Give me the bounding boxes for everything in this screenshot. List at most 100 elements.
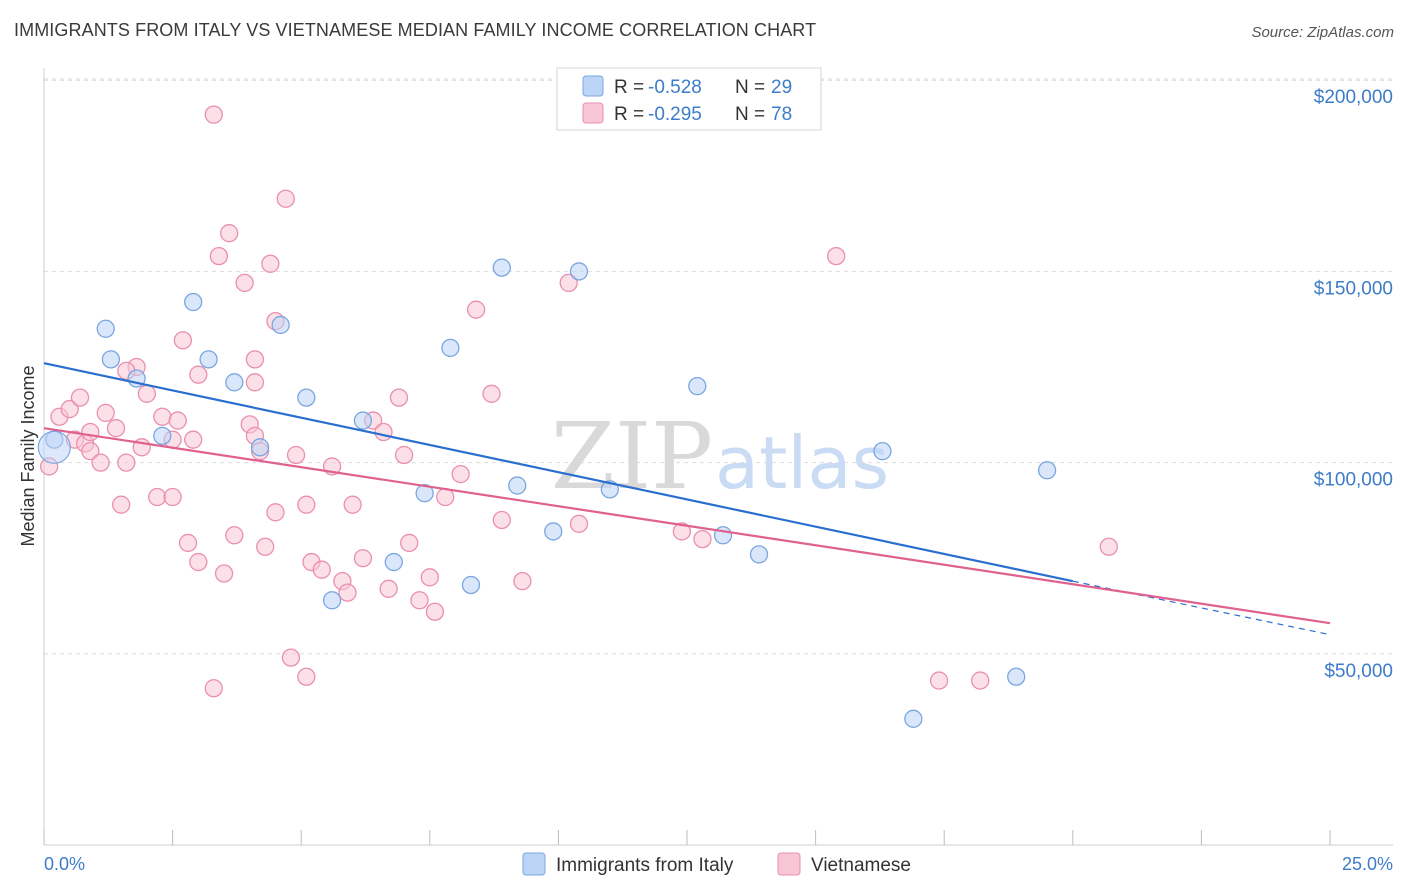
viet-point-12 <box>153 407 172 426</box>
viet-point-52 <box>214 564 234 583</box>
viet-point-38 <box>389 388 409 407</box>
italy-point-28 <box>322 591 342 610</box>
x-tick-right: 25.0% <box>1342 854 1393 874</box>
viet-point-71 <box>379 579 398 598</box>
viet-point-73 <box>266 503 285 522</box>
viet-point-37 <box>374 422 393 442</box>
vietnamese-points <box>39 105 1118 698</box>
viet-point-18 <box>209 246 229 266</box>
viet-point-65 <box>672 522 692 541</box>
viet-point-16 <box>189 365 208 384</box>
viet-point-45 <box>466 300 486 319</box>
viet-point-62 <box>91 453 110 472</box>
viet-point-68 <box>929 671 949 690</box>
italy-cluster-point <box>37 430 71 464</box>
italy-point-17 <box>508 476 527 495</box>
legend-italy-n-label: N = <box>735 77 765 98</box>
viet-point-74 <box>163 487 182 507</box>
italy-point-6 <box>199 350 218 369</box>
italy-point-4 <box>153 426 172 446</box>
y-tick-label-2: $150,000 <box>1314 278 1393 299</box>
chart-source: Source: ZipAtlas.com <box>1251 24 1394 41</box>
italy-point-21 <box>688 376 707 396</box>
viet-point-66 <box>693 529 712 549</box>
viet-point-57 <box>281 648 301 667</box>
legend-viet-n-label: N = <box>735 104 765 125</box>
viet-point-7 <box>96 403 115 423</box>
bottom-legend-swatch-italy <box>522 852 546 876</box>
bottom-legend: Immigrants from Italy Vietnamese <box>522 852 911 876</box>
viet-point-75 <box>492 510 511 530</box>
legend-viet-r-value: -0.295 <box>648 104 702 125</box>
viet-point-51 <box>189 552 208 572</box>
bottom-legend-swatch-viet <box>777 852 801 876</box>
italy-points <box>37 258 1057 728</box>
viet-point-31 <box>312 560 331 579</box>
bottom-legend-italy: Immigrants from Italy <box>556 855 734 876</box>
italy-point-25 <box>904 709 923 728</box>
viet-point-43 <box>436 487 455 507</box>
y-tick-label-0: $50,000 <box>1324 661 1393 682</box>
italy-point-1 <box>96 319 115 338</box>
italy-point-18 <box>544 522 563 541</box>
y-tick-labels: $50,000 $100,000 $150,000 $200,000 <box>1314 87 1393 682</box>
watermark: ZIP atlas <box>551 403 889 510</box>
italy-point-13 <box>415 484 434 503</box>
y-tick-label-1: $100,000 <box>1314 470 1393 491</box>
viet-trend-line <box>43 427 1331 625</box>
grid-lines <box>44 78 1393 655</box>
viet-point-53 <box>148 487 167 507</box>
italy-point-7 <box>225 373 244 392</box>
viet-point-48 <box>559 273 578 293</box>
viet-point-17 <box>204 105 223 124</box>
italy-point-27 <box>1037 461 1057 480</box>
viet-point-58 <box>297 667 316 686</box>
viet-point-27 <box>276 189 295 208</box>
viet-point-29 <box>297 495 316 514</box>
viet-point-47 <box>513 572 532 591</box>
italy-point-10 <box>297 388 316 407</box>
viet-point-8 <box>106 419 126 438</box>
legend-italy-n-value: 29 <box>771 77 792 98</box>
viet-point-23 <box>245 350 265 369</box>
italy-point-5 <box>184 292 203 312</box>
viet-point-64 <box>338 583 357 602</box>
viet-point-35 <box>353 549 373 568</box>
viet-point-21 <box>235 273 254 293</box>
italy-point-12 <box>384 552 403 572</box>
viet-point-50 <box>178 533 198 553</box>
viet-point-77 <box>245 373 265 392</box>
viet-point-11 <box>137 384 157 403</box>
legend-swatch-viet <box>582 102 604 124</box>
viet-point-28 <box>286 445 306 465</box>
viet-point-25 <box>261 254 280 273</box>
trend-lines <box>43 362 1331 636</box>
italy-point-15 <box>461 575 481 595</box>
viet-point-56 <box>204 679 223 698</box>
viet-point-55 <box>81 441 100 461</box>
y-axis-label: Median Family Income <box>18 365 38 546</box>
italy-point-26 <box>1007 667 1026 686</box>
viet-point-15 <box>184 430 203 449</box>
viet-point-6 <box>81 422 100 442</box>
viet-point-41 <box>420 568 439 587</box>
italy-point-20 <box>600 480 619 499</box>
italy-point-2 <box>101 350 121 369</box>
italy-point-14 <box>441 338 460 358</box>
viet-point-72 <box>394 445 414 465</box>
viet-point-44 <box>451 464 470 484</box>
top-legend: R = -0.528 N = 29 R = -0.295 N = 78 <box>556 67 822 131</box>
viet-point-14 <box>168 411 187 430</box>
legend-swatch-italy <box>582 75 604 97</box>
viet-point-61 <box>173 331 193 350</box>
viet-point-34 <box>343 495 362 514</box>
italy-point-16 <box>492 258 511 277</box>
viet-point-40 <box>410 591 429 610</box>
viet-point-19 <box>220 224 239 243</box>
y-tick-label-3: $200,000 <box>1314 87 1393 108</box>
viet-point-70 <box>1099 537 1118 556</box>
italy-point-9 <box>271 315 290 335</box>
x-tick-left: 0.0% <box>44 854 85 874</box>
italy-point-23 <box>749 545 769 564</box>
legend-viet-r-label: R = <box>614 104 644 125</box>
